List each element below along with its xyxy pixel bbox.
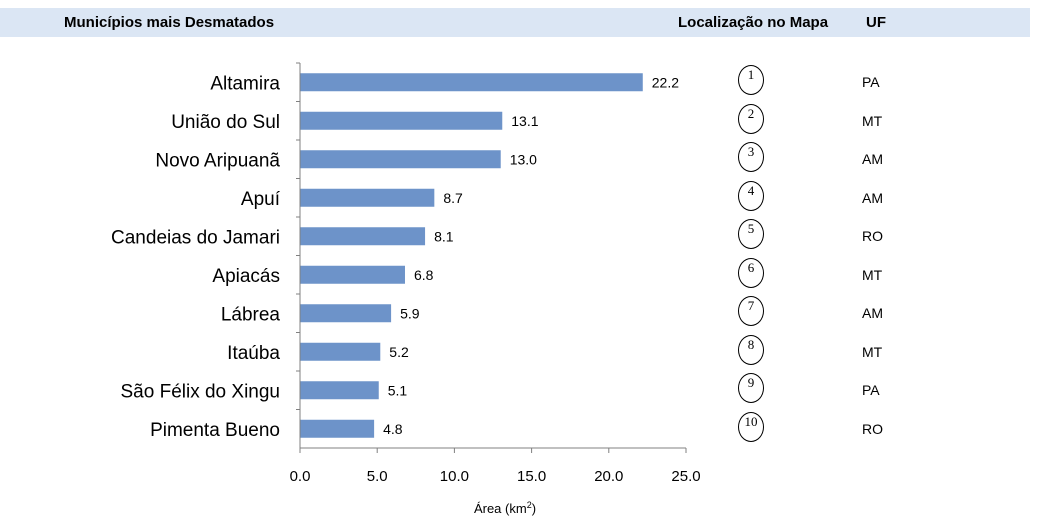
bar-2 — [300, 150, 501, 169]
uf-value: AM — [862, 189, 883, 206]
value-label: 13.0 — [510, 151, 537, 167]
category-label: São Félix do Xingu — [121, 381, 281, 402]
uf-value: AM — [862, 305, 883, 322]
header-bar — [0, 8, 1030, 37]
category-label: Pimenta Bueno — [150, 420, 280, 441]
category-label: Apiacás — [212, 266, 280, 287]
x-tick-label: 0.0 — [290, 468, 311, 485]
value-label: 5.1 — [388, 382, 408, 398]
uf-value: MT — [862, 112, 883, 129]
x-tick-label: 20.0 — [594, 468, 623, 485]
value-label: 6.8 — [414, 267, 434, 283]
uf-header: UF — [866, 14, 886, 31]
map-location-header: Localização no Mapa — [678, 14, 829, 31]
x-tick-label: 5.0 — [367, 468, 388, 485]
uf-value: MT — [862, 343, 883, 360]
map-rank-badge: 6 — [738, 257, 764, 288]
map-rank-badge: 3 — [738, 142, 764, 173]
category-label: União do Sul — [171, 112, 280, 133]
chart-title: Municípios mais Desmatados — [64, 14, 275, 31]
category-label: Apuí — [241, 189, 281, 210]
x-tick-label: 25.0 — [671, 468, 700, 485]
category-label: Lábrea — [221, 304, 281, 325]
uf-value: RO — [862, 228, 883, 245]
value-label: 22.2 — [652, 74, 679, 90]
map-rank-badge: 5 — [738, 219, 764, 250]
bar-0 — [300, 73, 643, 92]
x-tick-label: 10.0 — [440, 468, 469, 485]
bar-4 — [300, 227, 426, 246]
map-rank-badge: 2 — [738, 103, 764, 134]
bar-5 — [300, 265, 405, 284]
category-label: Novo Aripuanã — [155, 150, 280, 171]
category-label: Altamira — [210, 73, 280, 94]
value-label: 13.1 — [511, 113, 538, 129]
uf-value: MT — [862, 266, 883, 283]
map-rank-badge: 8 — [738, 334, 764, 365]
map-rank-badge: 7 — [738, 296, 764, 327]
map-rank-badge: 9 — [738, 373, 764, 404]
uf-value: RO — [862, 420, 883, 437]
map-rank-badge: 1 — [738, 65, 764, 96]
category-label: Candeias do Jamari — [111, 227, 280, 248]
map-rank-badge: 4 — [738, 180, 764, 211]
uf-value: PA — [862, 74, 880, 91]
value-label: 8.1 — [434, 228, 454, 244]
x-tick-label: 15.0 — [517, 468, 546, 485]
uf-value: PA — [862, 382, 880, 399]
bar-1 — [300, 111, 503, 130]
value-label: 4.8 — [383, 421, 403, 437]
bar-8 — [300, 381, 379, 400]
value-label: 8.7 — [443, 190, 463, 206]
uf-value: AM — [862, 151, 883, 168]
bar-9 — [300, 419, 375, 438]
value-label: 5.2 — [389, 344, 409, 360]
bar-3 — [300, 188, 435, 207]
value-label: 5.9 — [400, 305, 420, 321]
bar-6 — [300, 304, 392, 323]
x-axis-label: Área (km2) — [474, 500, 536, 516]
bar-7 — [300, 342, 381, 361]
category-label: Itaúba — [227, 343, 280, 364]
map-rank-badge: 10 — [738, 411, 764, 442]
